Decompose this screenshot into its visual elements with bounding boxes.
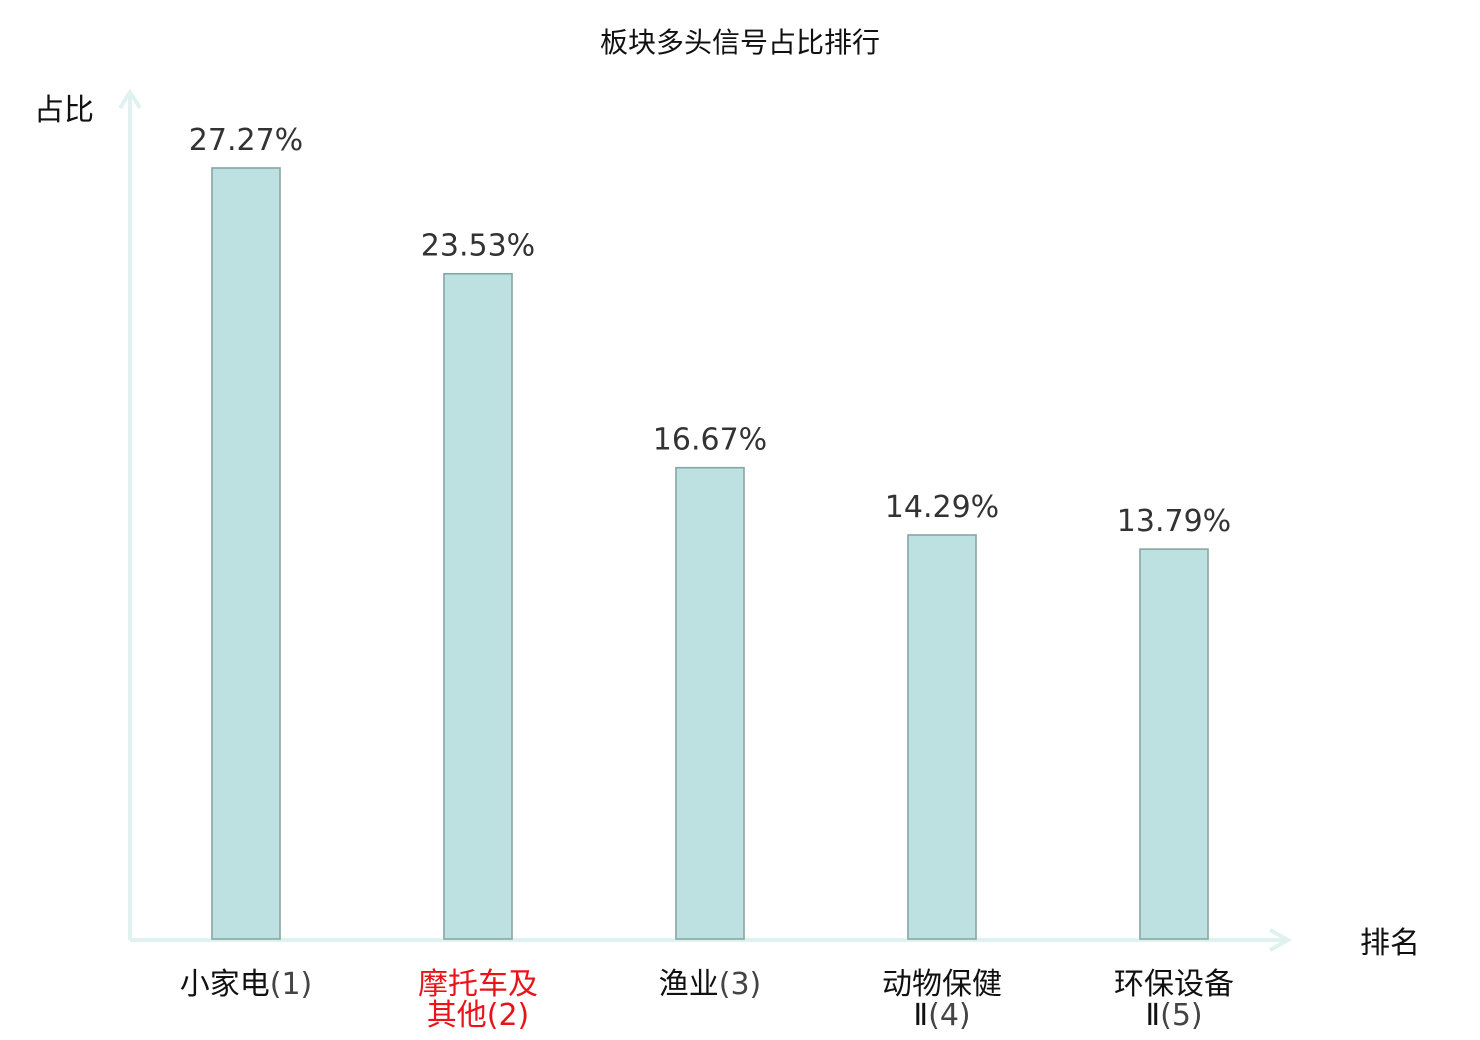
value-label-2: 23.53% <box>421 229 535 264</box>
x-axis-label: 排名 <box>1360 926 1420 961</box>
category-name: Ⅱ <box>913 998 928 1033</box>
y-axis-arrowhead <box>118 88 142 110</box>
category-rank: (1) <box>270 967 313 1002</box>
category-label-5-line-2: Ⅱ(5) <box>1145 998 1202 1033</box>
value-label-5: 13.79% <box>1117 504 1231 539</box>
y-axis <box>118 88 142 940</box>
category-label-2-line-2: 其他(2) <box>427 998 530 1033</box>
category-rank: (3) <box>719 967 762 1002</box>
category-label-5-line-1: 环保设备 <box>1114 967 1234 1002</box>
category-label-3-line-1: 渔业(3) <box>659 967 762 1002</box>
value-label-4: 14.29% <box>885 490 999 525</box>
value-label-3: 16.67% <box>653 423 767 458</box>
bars-group <box>211 167 1209 940</box>
category-name: 其他 <box>427 998 487 1033</box>
category-name: Ⅱ <box>1145 998 1160 1033</box>
value-labels-group: 27.27% 23.53% 16.67% 14.29% 13.79% <box>189 123 1231 539</box>
category-label-1-line-1: 小家电(1) <box>180 967 313 1002</box>
category-rank: (4) <box>928 998 971 1033</box>
x-axis-arrowhead <box>1269 928 1293 952</box>
x-axis <box>130 928 1293 952</box>
category-name: 环保设备 <box>1114 967 1234 1002</box>
category-rank: (2) <box>487 998 530 1033</box>
bar-1 <box>211 167 281 940</box>
category-name: 摩托车及 <box>418 967 538 1002</box>
chart-title: 板块多头信号占比排行 <box>600 26 880 59</box>
y-axis-label: 占比 <box>34 93 94 128</box>
category-label-2-line-1: 摩托车及 <box>418 967 538 1002</box>
category-name: 渔业 <box>659 967 719 1002</box>
bar-2 <box>443 272 513 940</box>
bar-3 <box>675 466 745 940</box>
bar-4 <box>907 534 977 940</box>
category-name: 小家电 <box>180 967 270 1002</box>
category-rank: (5) <box>1160 998 1203 1033</box>
category-label-4-line-2: Ⅱ(4) <box>913 998 970 1033</box>
category-name: 动物保健 <box>882 967 1002 1002</box>
bar-5 <box>1139 548 1209 940</box>
category-label-4-line-1: 动物保健 <box>882 967 1002 1002</box>
value-label-1: 27.27% <box>189 123 303 158</box>
